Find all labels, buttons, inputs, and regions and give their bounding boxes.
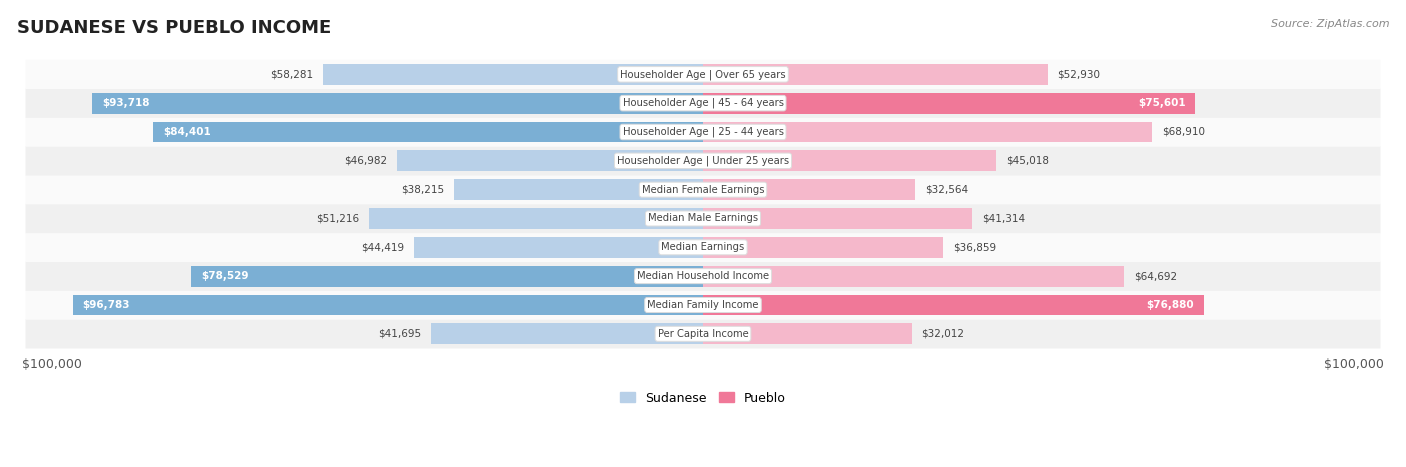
Bar bbox=[703, 121, 1152, 142]
FancyBboxPatch shape bbox=[25, 290, 1381, 320]
Text: Householder Age | 45 - 64 years: Householder Age | 45 - 64 years bbox=[623, 98, 783, 108]
Text: $84,401: $84,401 bbox=[163, 127, 211, 137]
Bar bbox=[703, 93, 1195, 113]
Bar bbox=[396, 150, 703, 171]
Bar bbox=[370, 208, 703, 229]
Bar bbox=[703, 64, 1047, 85]
Text: $76,880: $76,880 bbox=[1146, 300, 1194, 310]
Text: Median Household Income: Median Household Income bbox=[637, 271, 769, 281]
Text: $96,783: $96,783 bbox=[83, 300, 129, 310]
FancyBboxPatch shape bbox=[25, 146, 1381, 176]
Text: SUDANESE VS PUEBLO INCOME: SUDANESE VS PUEBLO INCOME bbox=[17, 19, 332, 37]
Bar bbox=[93, 93, 703, 113]
Text: Source: ZipAtlas.com: Source: ZipAtlas.com bbox=[1271, 19, 1389, 28]
Text: Median Family Income: Median Family Income bbox=[647, 300, 759, 310]
Text: $64,692: $64,692 bbox=[1135, 271, 1177, 281]
FancyBboxPatch shape bbox=[25, 319, 1381, 348]
Text: $32,012: $32,012 bbox=[921, 329, 965, 339]
Text: $41,695: $41,695 bbox=[378, 329, 422, 339]
Bar bbox=[323, 64, 703, 85]
Text: Householder Age | 25 - 44 years: Householder Age | 25 - 44 years bbox=[623, 127, 783, 137]
Bar bbox=[703, 266, 1125, 287]
Bar bbox=[703, 208, 972, 229]
FancyBboxPatch shape bbox=[25, 175, 1381, 205]
Text: $58,281: $58,281 bbox=[270, 69, 314, 79]
FancyBboxPatch shape bbox=[25, 262, 1381, 291]
Text: $36,859: $36,859 bbox=[953, 242, 995, 252]
Bar bbox=[191, 266, 703, 287]
Text: Per Capita Income: Per Capita Income bbox=[658, 329, 748, 339]
Bar bbox=[454, 179, 703, 200]
Bar bbox=[413, 237, 703, 258]
Text: $41,314: $41,314 bbox=[981, 213, 1025, 224]
Bar bbox=[703, 237, 943, 258]
Bar bbox=[432, 324, 703, 344]
Text: $38,215: $38,215 bbox=[401, 184, 444, 195]
Bar bbox=[703, 295, 1204, 315]
FancyBboxPatch shape bbox=[25, 117, 1381, 147]
Text: $75,601: $75,601 bbox=[1137, 98, 1185, 108]
Text: Median Female Earnings: Median Female Earnings bbox=[641, 184, 765, 195]
Bar bbox=[703, 150, 997, 171]
Text: Median Male Earnings: Median Male Earnings bbox=[648, 213, 758, 224]
Text: Median Earnings: Median Earnings bbox=[661, 242, 745, 252]
Text: $45,018: $45,018 bbox=[1007, 156, 1049, 166]
Text: $68,910: $68,910 bbox=[1161, 127, 1205, 137]
Text: $51,216: $51,216 bbox=[316, 213, 360, 224]
Text: $78,529: $78,529 bbox=[201, 271, 249, 281]
Bar bbox=[73, 295, 703, 315]
Text: Householder Age | Over 65 years: Householder Age | Over 65 years bbox=[620, 69, 786, 79]
Text: $44,419: $44,419 bbox=[361, 242, 404, 252]
FancyBboxPatch shape bbox=[25, 60, 1381, 89]
Text: $52,930: $52,930 bbox=[1057, 69, 1101, 79]
Text: Householder Age | Under 25 years: Householder Age | Under 25 years bbox=[617, 156, 789, 166]
Bar bbox=[153, 121, 703, 142]
FancyBboxPatch shape bbox=[25, 204, 1381, 233]
Legend: Sudanese, Pueblo: Sudanese, Pueblo bbox=[614, 387, 792, 410]
FancyBboxPatch shape bbox=[25, 233, 1381, 262]
Text: $32,564: $32,564 bbox=[925, 184, 967, 195]
FancyBboxPatch shape bbox=[25, 88, 1381, 118]
Bar bbox=[703, 324, 911, 344]
Bar bbox=[703, 179, 915, 200]
Text: $46,982: $46,982 bbox=[344, 156, 387, 166]
Text: $93,718: $93,718 bbox=[103, 98, 150, 108]
